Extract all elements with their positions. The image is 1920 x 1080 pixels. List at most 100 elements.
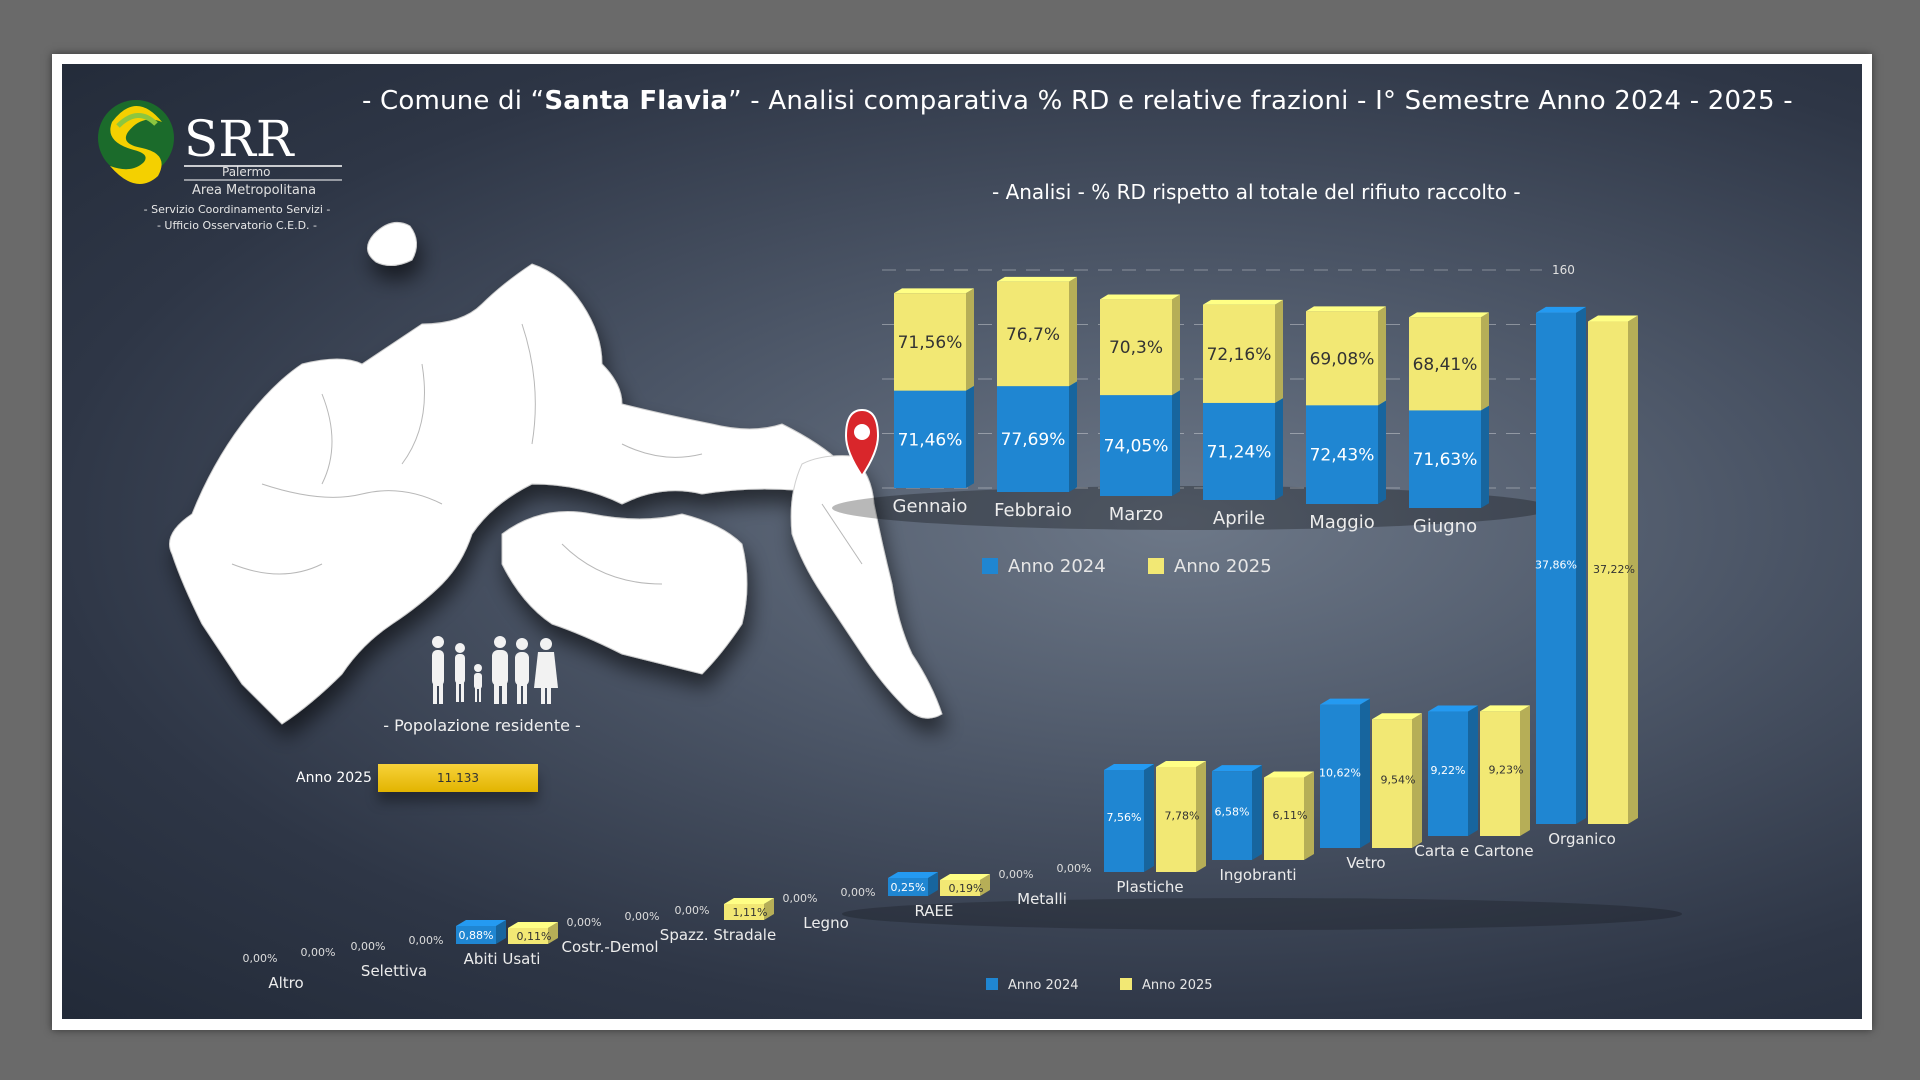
chart2-shadow	[842, 898, 1682, 930]
chart2-bar-2024	[456, 920, 506, 944]
population-bar: 11.133	[378, 764, 538, 792]
logo-sub1: - Servizio Coordinamento Servizi -	[143, 203, 331, 216]
people-icon	[432, 636, 558, 704]
chart1-data-label: 72,16%	[1207, 345, 1272, 365]
chart2-category-label: Altro	[268, 974, 303, 992]
chart1-bar-2025	[1306, 306, 1386, 406]
chart2-bar-2025	[1264, 771, 1314, 860]
chart1-data-label: 68,41%	[1413, 355, 1478, 375]
fractions-chart: 0,00% 0,00% Altro 0,00% 0,00% Selettiva 0,88% 0…	[243, 306, 1682, 992]
chart2-data-label: 0,00%	[301, 946, 336, 959]
chart2-bar-2024	[1320, 698, 1370, 848]
chart2-bar-2024	[1428, 705, 1478, 836]
chart1-title: - Analisi - % RD rispetto al totale del …	[992, 180, 1521, 204]
chart2-data-label: 0,00%	[841, 886, 876, 899]
chart1-bar-2025	[997, 276, 1077, 387]
chart1-data-label: 69,08%	[1310, 349, 1375, 369]
chart2-category-label: Costr.-Demol	[561, 938, 658, 956]
chart1-bar-2024	[997, 381, 1077, 492]
chart1-category-label: Maggio	[1309, 512, 1374, 533]
logo-line2: Area Metropolitana	[192, 183, 316, 198]
legend-swatch-yellow	[1120, 978, 1132, 990]
chart2-bar-2025	[1156, 760, 1206, 872]
chart2-data-label: 6,58%	[1215, 806, 1250, 819]
chart2-bar-2024	[888, 872, 938, 896]
chart1-data-label: 71,63%	[1413, 450, 1478, 470]
map-region-center	[501, 511, 748, 675]
chart2-data-label: 0,11%	[517, 930, 552, 943]
page-title: - Comune di “Santa Flavia” - Analisi com…	[362, 86, 1793, 116]
chart2-bar-2025	[1480, 705, 1530, 836]
chart2-bar-2025	[508, 922, 558, 944]
chart2-data-label: 0,25%	[891, 881, 926, 894]
chart1-data-label: 71,46%	[898, 430, 963, 450]
chart2-data-label: 0,00%	[1057, 862, 1092, 875]
chart2-bar-2024	[1212, 765, 1262, 860]
chart2-data-label: 0,00%	[243, 952, 278, 965]
chart1-data-label: 76,7%	[1006, 325, 1060, 345]
chart1-data-label: 71,56%	[898, 333, 963, 353]
chart2-bar-2025	[940, 874, 990, 896]
chart2-data-label: 0,00%	[567, 916, 602, 929]
chart1-data-label: 77,69%	[1001, 430, 1066, 450]
map-region-east	[790, 455, 943, 719]
population-year: Anno 2025	[296, 770, 372, 786]
chart1-data-label: 74,05%	[1104, 437, 1169, 457]
chart1-bar-2024	[894, 385, 974, 488]
chart2-data-label: 9,23%	[1489, 764, 1524, 777]
chart2-bar-2025	[724, 898, 774, 920]
chart2-category-label: RAEE	[914, 902, 953, 920]
chart2-data-label: 0,00%	[351, 940, 386, 953]
chart2-category-label: Legno	[803, 914, 849, 932]
chart1-legend-2024: Anno 2024	[982, 556, 1106, 577]
logo-subtitle: - Servizio Coordinamento Servizi - - Uff…	[117, 202, 357, 234]
chart2-bar-2024	[1104, 763, 1154, 872]
location-pin-icon	[844, 408, 880, 478]
legend-swatch-blue	[986, 978, 998, 990]
chart2-category-label: Abiti Usati	[464, 950, 541, 968]
chart2-category-label: Carta e Cartone	[1414, 842, 1533, 860]
chart1-category-label: Marzo	[1109, 504, 1163, 525]
chart2-category-label: Plastiche	[1116, 878, 1183, 896]
chart2-data-label: 6,11%	[1273, 809, 1308, 822]
legend-swatch-blue	[982, 558, 998, 574]
logo-line1: Palermo	[222, 165, 271, 179]
chart2-data-label: 0,00%	[999, 868, 1034, 881]
chart2-category-label: Vetro	[1346, 854, 1385, 872]
chart1-tick-label: 160	[1552, 263, 1575, 277]
chart1-category-label: Gennaio	[893, 496, 968, 517]
chart2-data-label: 7,56%	[1107, 811, 1142, 824]
chart2-data-label: 10,62%	[1319, 766, 1361, 779]
chart1-bar-2025	[1203, 299, 1283, 403]
territory-map	[169, 221, 943, 725]
chart1-data-label: 72,43%	[1310, 446, 1375, 466]
chart2-bar-2024	[1536, 306, 1586, 824]
rd-monthly-chart: 0408012016071,46%71,56%Gennaio77,69%76,7…	[832, 263, 1575, 537]
chart2-data-label: 37,86%	[1535, 558, 1577, 571]
chart2-category-label: Ingobranti	[1219, 866, 1296, 884]
logo-sub2: - Ufficio Osservatorio C.E.D. -	[156, 219, 318, 232]
logo-name: SRR	[184, 110, 295, 168]
chart2-data-label: 9,54%	[1381, 774, 1416, 787]
chart2-category-label: Organico	[1548, 830, 1616, 848]
chart1-bar-2025	[1100, 294, 1180, 396]
chart2-data-label: 0,00%	[625, 910, 660, 923]
chart1-data-label: 70,3%	[1109, 338, 1163, 358]
chart2-legend-2025: Anno 2025	[1120, 978, 1213, 993]
chart2-data-label: 7,78%	[1165, 809, 1200, 822]
chart2-category-label: Selettiva	[361, 962, 427, 980]
chart2-data-label: 37,22%	[1593, 563, 1635, 576]
chart1-category-label: Aprile	[1213, 508, 1265, 529]
chart1-legend-2025: Anno 2025	[1148, 556, 1272, 577]
chart2-category-label: Metalli	[1017, 890, 1067, 908]
chart1-category-label: Febbraio	[994, 500, 1072, 521]
chart2-data-label: 9,22%	[1431, 764, 1466, 777]
chart2-data-label: 0,00%	[783, 892, 818, 905]
chart2-data-label: 0,00%	[675, 904, 710, 917]
chart2-data-label: 0,19%	[949, 882, 984, 895]
legend-swatch-yellow	[1148, 558, 1164, 574]
map-island	[367, 221, 417, 266]
chart2-data-label: 1,11%	[733, 906, 768, 919]
chart2-bar-2025	[1372, 713, 1422, 848]
chart2-bar-2025	[1588, 315, 1638, 824]
